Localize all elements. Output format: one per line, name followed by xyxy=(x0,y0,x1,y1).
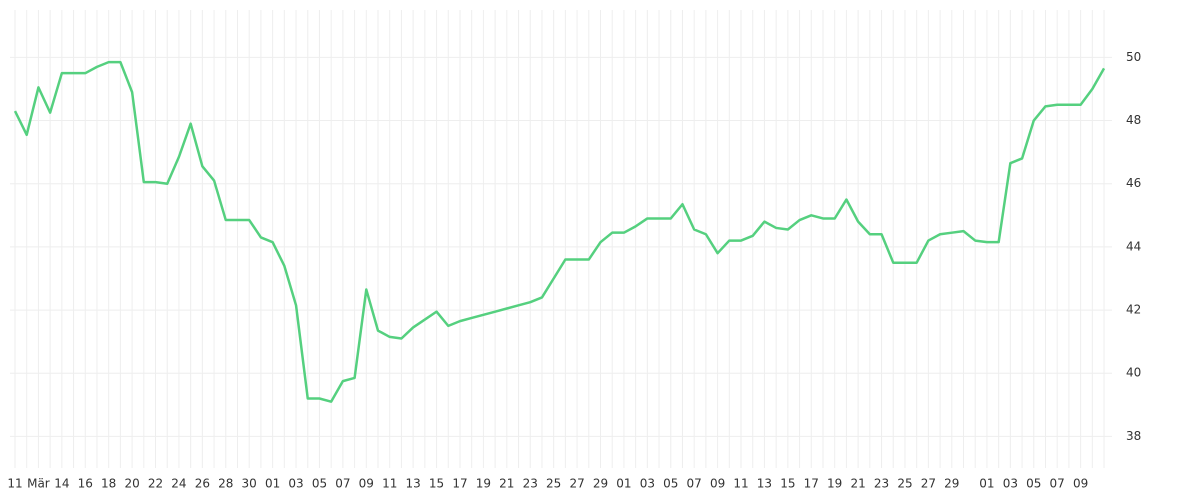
x-tick-label: 18 xyxy=(101,477,116,491)
x-tick-label: 19 xyxy=(827,477,842,491)
x-tick-label: 11 xyxy=(733,477,748,491)
x-tick-label: 01 xyxy=(265,477,280,491)
x-tick-label: 30 xyxy=(242,477,257,491)
x-tick-label: 27 xyxy=(921,477,936,491)
x-tick-label: 21 xyxy=(850,477,865,491)
y-tick-label: 46 xyxy=(1126,176,1141,190)
x-tick-label: 15 xyxy=(429,477,444,491)
x-tick-label: 25 xyxy=(897,477,912,491)
x-tick-label: 13 xyxy=(405,477,420,491)
x-tick-label: 27 xyxy=(569,477,584,491)
x-tick-label: 05 xyxy=(312,477,327,491)
x-tick-label: 29 xyxy=(944,477,959,491)
y-tick-label: 42 xyxy=(1126,303,1141,317)
x-tick-label: 19 xyxy=(476,477,491,491)
y-tick-label: 48 xyxy=(1126,113,1141,127)
x-tick-label: 20 xyxy=(124,477,139,491)
x-tick-label: 17 xyxy=(452,477,467,491)
x-tick-label: 05 xyxy=(1026,477,1041,491)
x-tick-label: Mär xyxy=(27,477,50,491)
y-tick-label: 40 xyxy=(1126,366,1141,380)
y-tick-label: 50 xyxy=(1126,50,1141,64)
x-tick-label: 14 xyxy=(54,477,69,491)
x-tick-label: 22 xyxy=(148,477,163,491)
x-tick-label: 07 xyxy=(687,477,702,491)
y-tick-label: 38 xyxy=(1126,429,1141,443)
x-tick-label: 03 xyxy=(1003,477,1018,491)
y-tick-label: 44 xyxy=(1126,239,1141,253)
x-tick-label: 29 xyxy=(593,477,608,491)
x-tick-label: 09 xyxy=(1073,477,1088,491)
x-tick-label: 11 xyxy=(7,477,22,491)
x-tick-label: 28 xyxy=(218,477,233,491)
x-tick-label: 05 xyxy=(663,477,678,491)
x-tick-label: 26 xyxy=(195,477,210,491)
x-tick-label: 17 xyxy=(804,477,819,491)
x-tick-label: 13 xyxy=(757,477,772,491)
x-tick-label: 25 xyxy=(546,477,561,491)
x-tick-label: 21 xyxy=(499,477,514,491)
x-tick-label: 24 xyxy=(171,477,186,491)
x-tick-label: 23 xyxy=(523,477,538,491)
data-line xyxy=(13,60,1106,403)
x-tick-label: 16 xyxy=(78,477,93,491)
x-tick-label: 01 xyxy=(979,477,994,491)
x-tick-label: 07 xyxy=(335,477,350,491)
x-tick-label: 09 xyxy=(359,477,374,491)
x-tick-label: 09 xyxy=(710,477,725,491)
x-tick-label: 03 xyxy=(288,477,303,491)
x-tick-label: 03 xyxy=(640,477,655,491)
x-tick-label: 11 xyxy=(382,477,397,491)
x-tick-label: 01 xyxy=(616,477,631,491)
x-tick-label: 07 xyxy=(1050,477,1065,491)
x-tick-label: 23 xyxy=(874,477,889,491)
x-tick-label: 15 xyxy=(780,477,795,491)
